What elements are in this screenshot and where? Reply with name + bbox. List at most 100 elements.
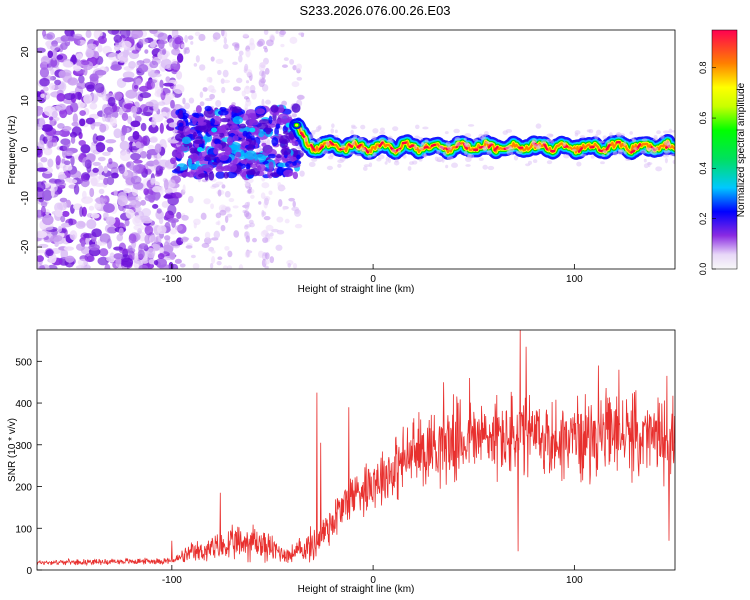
heatmap-cell bbox=[47, 50, 54, 59]
heatmap-cell bbox=[232, 86, 241, 92]
heatmap-cell bbox=[140, 122, 147, 132]
heatmap-cell bbox=[131, 49, 140, 54]
heatmap-cell bbox=[215, 171, 226, 179]
heatmap-cell bbox=[629, 131, 633, 135]
heatmap-cell bbox=[261, 182, 270, 189]
heatmap-cell bbox=[216, 125, 225, 134]
heatmap-cell bbox=[279, 30, 287, 36]
heatmap-cell bbox=[536, 145, 541, 150]
heatmap-cell bbox=[152, 190, 161, 201]
heatmap-cell bbox=[300, 127, 304, 132]
heatmap-cell bbox=[238, 264, 244, 269]
heatmap-tone-peak bbox=[542, 142, 549, 151]
heatmap-cell bbox=[211, 250, 216, 254]
heatmap-cell bbox=[37, 249, 46, 254]
heatmap-cell bbox=[120, 30, 131, 39]
heatmap-cell bbox=[201, 164, 214, 172]
heatmap-cell bbox=[73, 33, 83, 39]
heatmap-cell bbox=[50, 234, 63, 242]
heatmap-cell bbox=[208, 171, 215, 181]
heatmap-cell bbox=[663, 149, 671, 154]
heatmap-cell bbox=[414, 135, 420, 139]
heatmap-cell bbox=[109, 116, 117, 127]
heatmap-cell bbox=[265, 99, 271, 105]
heatmap-cell bbox=[90, 143, 97, 153]
heatmap-cell bbox=[248, 219, 254, 225]
heatmap-cell bbox=[149, 136, 158, 143]
heatmap-cell bbox=[625, 158, 631, 161]
heatmap-cell bbox=[257, 122, 269, 130]
heatmap-cell bbox=[185, 245, 193, 249]
heatmap-cell bbox=[224, 215, 229, 224]
heatmap-cell bbox=[106, 146, 114, 153]
heatmap-cell bbox=[119, 140, 130, 151]
heatmap-cell bbox=[222, 265, 229, 269]
heatmap-cell bbox=[298, 32, 305, 36]
heatmap-cell bbox=[193, 63, 198, 67]
heatmap-cell bbox=[107, 96, 116, 107]
heatmap-cell bbox=[464, 133, 472, 138]
heatmap-cell bbox=[598, 140, 605, 144]
heatmap-cell bbox=[61, 210, 70, 218]
heatmap-x-tick-label: 100 bbox=[566, 274, 583, 285]
heatmap-cell bbox=[418, 146, 424, 151]
heatmap-cell bbox=[300, 150, 305, 154]
heatmap-cell bbox=[217, 69, 222, 76]
heatmap-cell bbox=[204, 105, 212, 112]
heatmap-cell bbox=[57, 174, 67, 180]
heatmap-cell bbox=[41, 124, 53, 132]
heatmap-cell bbox=[217, 256, 223, 261]
heatmap-cell bbox=[418, 158, 423, 162]
heatmap-cell bbox=[60, 35, 70, 42]
heatmap-cell bbox=[147, 144, 155, 150]
heatmap-cell bbox=[362, 166, 368, 171]
snr-panel: -100 0 100 0 100 200 300 400 500 Height of stra… bbox=[7, 329, 676, 595]
heatmap-cell bbox=[141, 218, 153, 224]
heatmap-cell bbox=[197, 116, 204, 125]
heatmap-cell bbox=[132, 112, 138, 119]
heatmap-cell bbox=[261, 98, 265, 107]
colorbar-tick-label: 0.0 bbox=[698, 263, 708, 276]
heatmap-cell bbox=[609, 132, 613, 138]
heatmap-cell bbox=[152, 186, 163, 193]
heatmap-cell bbox=[40, 201, 48, 208]
heatmap-cell bbox=[176, 166, 181, 171]
heatmap-cell bbox=[308, 161, 316, 168]
heatmap-cell bbox=[340, 144, 346, 150]
heatmap-cell bbox=[85, 236, 91, 245]
heatmap-cell bbox=[223, 37, 227, 45]
heatmap-cell bbox=[483, 131, 489, 137]
heatmap-cell bbox=[111, 172, 119, 179]
heatmap-cell bbox=[144, 49, 149, 54]
heatmap-cell bbox=[74, 91, 83, 100]
heatmap-cell bbox=[291, 81, 300, 88]
heatmap-cell bbox=[216, 260, 222, 266]
heatmap-cell bbox=[268, 115, 273, 125]
heatmap-cell bbox=[453, 128, 460, 134]
heatmap-cell bbox=[102, 212, 109, 219]
colorbar-tick-label: 0.8 bbox=[698, 61, 708, 74]
heatmap-cell bbox=[480, 137, 488, 141]
heatmap-cell bbox=[515, 150, 523, 154]
heatmap-cell bbox=[86, 84, 95, 92]
heatmap-cell bbox=[111, 111, 119, 119]
heatmap-cell bbox=[224, 190, 231, 198]
heatmap-cell bbox=[141, 208, 152, 217]
heatmap-cell bbox=[641, 138, 648, 142]
heatmap-cell bbox=[260, 62, 266, 66]
heatmap-cell bbox=[268, 190, 273, 196]
heatmap-cell bbox=[202, 87, 208, 92]
heatmap-cell bbox=[231, 42, 240, 47]
heatmap-cell bbox=[73, 184, 80, 195]
heatmap-cell bbox=[296, 94, 305, 100]
heatmap-cell bbox=[40, 156, 48, 163]
heatmap-cell bbox=[669, 153, 675, 157]
heatmap-cell bbox=[188, 97, 195, 104]
heatmap-cell bbox=[177, 112, 184, 119]
heatmap-cell bbox=[359, 147, 366, 153]
heatmap-cell bbox=[333, 134, 339, 138]
heatmap-cell bbox=[97, 35, 107, 45]
heatmap-cell bbox=[155, 165, 164, 175]
heatmap-cell bbox=[88, 205, 95, 211]
